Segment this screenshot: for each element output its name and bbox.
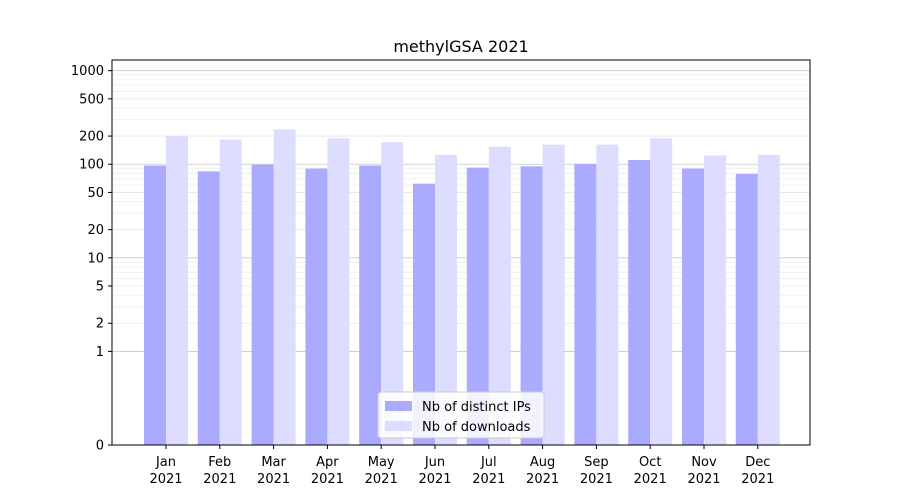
x-tick-label-year: 2021 [203, 472, 236, 487]
legend-box [377, 391, 545, 439]
bar-distinct-ips [574, 163, 597, 445]
legend-swatch [385, 421, 412, 431]
bar-distinct-ips [735, 173, 758, 446]
bar-downloads [435, 154, 457, 445]
y-tick-label: 500 [79, 92, 104, 107]
legend-swatch [385, 401, 412, 411]
bar-distinct-ips [359, 165, 382, 446]
y-tick-label: 200 [79, 130, 104, 145]
bar-distinct-ips [466, 167, 489, 445]
x-tick-label-year: 2021 [741, 472, 774, 487]
x-tick-label-month: Mar [261, 455, 286, 470]
x-axis: Jan 2021 Feb 2021 Mar 2021 Apr 2021 May 2021 Jun 20… [149, 445, 774, 487]
y-tick-label: 100 [79, 158, 104, 173]
bar-downloads [166, 136, 188, 446]
bar-downloads [273, 129, 296, 445]
y-tick-label: 20 [87, 223, 104, 238]
x-tick-label-month: Dec [745, 455, 770, 470]
x-tick-label-month: Aug [530, 455, 555, 470]
y-tick-label: 50 [87, 186, 104, 201]
x-tick-label-year: 2021 [149, 472, 182, 487]
x-tick-label-month: Jul [480, 455, 497, 470]
legend: Nb of distinct IPs Nb of downloads [377, 391, 545, 439]
y-tick-label: 5 [96, 280, 104, 295]
y-tick-label: 2 [96, 317, 104, 332]
bar-downloads [381, 142, 404, 445]
bar-downloads [757, 154, 780, 445]
x-tick-label-year: 2021 [526, 472, 559, 487]
bar-distinct-ips [251, 164, 274, 445]
y-tick-label: 0 [96, 439, 104, 454]
x-tick-label-month: Apr [316, 455, 339, 470]
bar-distinct-ips [305, 168, 328, 445]
x-tick-label-month: Sep [584, 455, 609, 470]
bars-layer [144, 129, 780, 446]
bar-downloads [542, 144, 565, 445]
x-tick-label-year: 2021 [418, 472, 451, 487]
bar-downloads [704, 155, 726, 445]
chart-title: methylGSA 2021 [393, 37, 528, 56]
bar-distinct-ips [682, 168, 704, 445]
x-tick-label-month: Feb [208, 455, 231, 470]
legend-label: Nb of distinct IPs [422, 400, 531, 415]
y-tick-label: 10 [87, 251, 104, 266]
x-tick-label-month: Nov [691, 455, 717, 470]
bar-downloads [219, 139, 242, 445]
bar-distinct-ips [144, 165, 166, 446]
x-tick-label-month: Jun [424, 455, 445, 470]
x-tick-label-year: 2021 [257, 472, 290, 487]
bar-downloads [596, 144, 619, 445]
x-tick-label-year: 2021 [311, 472, 344, 487]
bar-distinct-ips [197, 171, 220, 445]
bar-distinct-ips [413, 183, 435, 445]
bar-downloads [650, 138, 673, 446]
bar-downloads [488, 146, 511, 446]
plot-frame [111, 59, 811, 446]
y-axis: 0 1 2 5 10 20 50 100 200 500 1000 [71, 64, 112, 454]
x-tick-label-month: Oct [639, 455, 661, 470]
bar-distinct-ips [520, 166, 543, 445]
y-tick-label: 1000 [71, 64, 104, 79]
x-tick-label-year: 2021 [634, 472, 667, 487]
bar-distinct-ips [628, 160, 651, 445]
legend-label: Nb of downloads [422, 420, 531, 435]
y-tick-label: 1 [96, 345, 104, 360]
bar-downloads [327, 138, 350, 446]
x-tick-label-year: 2021 [365, 472, 398, 487]
x-tick-label-year: 2021 [580, 472, 613, 487]
x-tick-label-year: 2021 [472, 472, 505, 487]
x-tick-label-month: Jan [155, 455, 176, 470]
x-tick-label-month: May [368, 455, 395, 470]
x-tick-label-year: 2021 [687, 472, 720, 487]
